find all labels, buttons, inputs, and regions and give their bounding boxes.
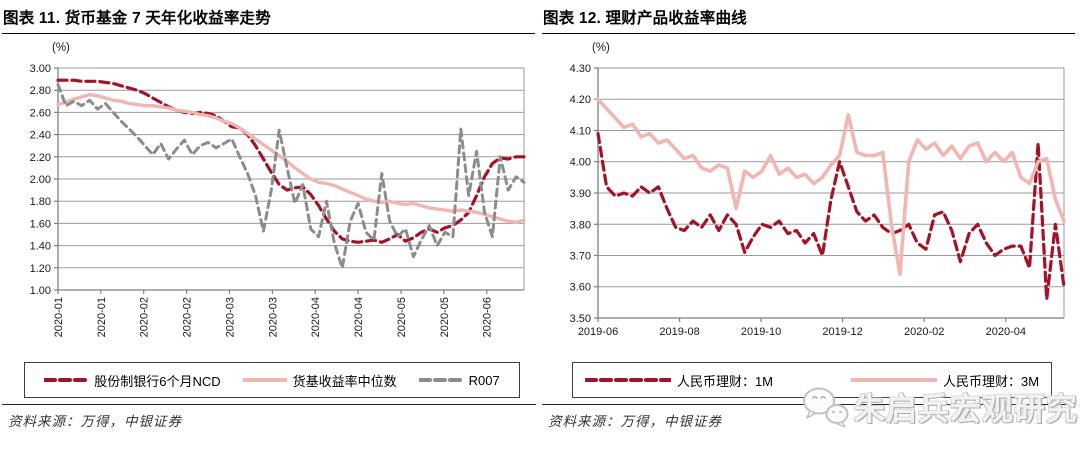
y-tick-label: 3.00 bbox=[30, 63, 51, 75]
y-tick-label: 1.20 bbox=[30, 263, 51, 275]
x-tick-label: 2019-08 bbox=[659, 326, 699, 338]
title-underline bbox=[542, 33, 1075, 34]
legend-item-1: 人民币理财：3M bbox=[851, 371, 1039, 390]
x-tick-label: 2020-02 bbox=[182, 297, 194, 337]
series-line-1 bbox=[56, 92, 526, 225]
series-line-1 bbox=[596, 97, 1066, 276]
source-note: 资料来源：万得，中银证券 bbox=[8, 414, 182, 429]
series-line-2 bbox=[56, 83, 526, 270]
y-tick-label: 1.40 bbox=[30, 241, 51, 253]
plot-area: 4.304.204.104.003.903.803.703.603.502019… bbox=[570, 63, 1066, 338]
source-note: 资料来源：万得，中银证券 bbox=[548, 414, 722, 429]
y-axis-unit-label: (%) bbox=[592, 42, 610, 54]
line-chart-money-fund: 3.00 2.80 2.60 2.40 2.20 2.00 1.80 1.60 1.40 1.20… bbox=[30, 63, 526, 337]
legend-item-0: 人民币理财：1M bbox=[584, 371, 773, 390]
y-tick-label: 4.20 bbox=[570, 94, 591, 106]
watermark: 朱启兵宏观研究 bbox=[800, 384, 1078, 429]
legend-line-sample bbox=[418, 378, 463, 382]
x-tick-label: 2020-03 bbox=[267, 297, 279, 337]
legend-line-sample bbox=[584, 378, 671, 382]
panel-wealth-product-chart: 图表 12. 理财产品收益率曲线 (%) 4.30 4.20 4.10 4.00 3.9… bbox=[540, 0, 1080, 455]
legend-line-sample bbox=[44, 378, 89, 382]
x-tick-label: 2020-04 bbox=[310, 297, 322, 337]
legend-label: 人民币理财：3M bbox=[943, 373, 1040, 389]
x-tick-label: 2020-01 bbox=[96, 297, 108, 337]
y-tick-label: 2.60 bbox=[30, 107, 51, 119]
y-tick-label: 1.00 bbox=[30, 285, 51, 297]
chart-title: 图表 12. 理财产品收益率曲线 bbox=[543, 10, 747, 27]
chart-legend: 股份制银行6个月NCD 货基收益率中位数 R007 bbox=[24, 362, 520, 398]
y-tick-label: 2.00 bbox=[30, 174, 51, 186]
x-tick-label: 2019-12 bbox=[822, 326, 862, 338]
y-tick-label: 3.60 bbox=[570, 282, 591, 294]
x-tick-label: 2019-10 bbox=[741, 326, 781, 338]
footer-divider bbox=[2, 404, 536, 405]
x-tick-label: 2020-02 bbox=[139, 297, 151, 337]
y-tick-label: 1.80 bbox=[30, 196, 51, 208]
watermark-text: 朱启兵宏观研究 bbox=[854, 392, 1078, 427]
y-tick-label: 1.60 bbox=[30, 218, 51, 230]
x-tick-label: 2020-05 bbox=[396, 297, 408, 337]
legend-item-1: 货基收益率中位数 bbox=[242, 371, 397, 390]
y-tick-label: 3.90 bbox=[570, 188, 591, 200]
legend-line-sample bbox=[242, 378, 287, 382]
series-line-0 bbox=[596, 131, 1066, 301]
y-tick-label: 4.10 bbox=[570, 126, 591, 138]
y-tick-label: 2.40 bbox=[30, 130, 51, 142]
y-tick-label: 3.70 bbox=[570, 251, 591, 263]
line-chart-wealth-product: 4.304.204.104.003.903.803.703.603.502019… bbox=[570, 63, 1066, 338]
x-tick-label: 2020-04 bbox=[353, 297, 365, 337]
y-tick-label: 2.80 bbox=[30, 85, 51, 97]
legend-line-sample bbox=[851, 378, 937, 382]
x-tick-label: 2020-05 bbox=[439, 297, 451, 337]
y-tick-label: 4.00 bbox=[570, 157, 591, 169]
title-underline bbox=[2, 33, 535, 34]
x-tick-label: 2020-01 bbox=[53, 297, 65, 337]
chart-title: 图表 11. 货币基金 7 天年化收益率走势 bbox=[3, 10, 271, 27]
y-tick-label: 4.30 bbox=[570, 63, 591, 75]
wechat-chat-bubbles-icon bbox=[803, 387, 849, 428]
legend-label: R007 bbox=[468, 372, 500, 388]
plot-area: 3.00 2.80 2.60 2.40 2.20 2.00 1.80 1.60 1.40 1.20… bbox=[30, 63, 526, 337]
x-tick-label: 2020-02 bbox=[904, 326, 944, 338]
y-tick-label: 3.80 bbox=[570, 219, 591, 231]
y-tick-label: 2.20 bbox=[30, 152, 51, 164]
x-tick-label: 2019-06 bbox=[578, 326, 618, 338]
legend-label: 货基收益率中位数 bbox=[292, 373, 397, 389]
legend-label: 人民币理财：1M bbox=[676, 373, 773, 389]
legend-item-0: 股份制银行6个月NCD bbox=[44, 371, 221, 390]
legend-label: 股份制银行6个月NCD bbox=[94, 373, 221, 389]
x-tick-label: 2020-06 bbox=[482, 297, 494, 337]
y-tick-label: 3.50 bbox=[570, 313, 591, 325]
x-tick-label: 2020-03 bbox=[225, 297, 237, 337]
y-axis-unit-label: (%) bbox=[52, 42, 70, 54]
x-tick-label: 2020-04 bbox=[986, 326, 1026, 338]
panel-money-fund-chart: 图表 11. 货币基金 7 天年化收益率走势 (%) 3.00 2.80 2.60 2… bbox=[2, 10, 536, 429]
legend-item-2: R007 bbox=[418, 372, 500, 388]
